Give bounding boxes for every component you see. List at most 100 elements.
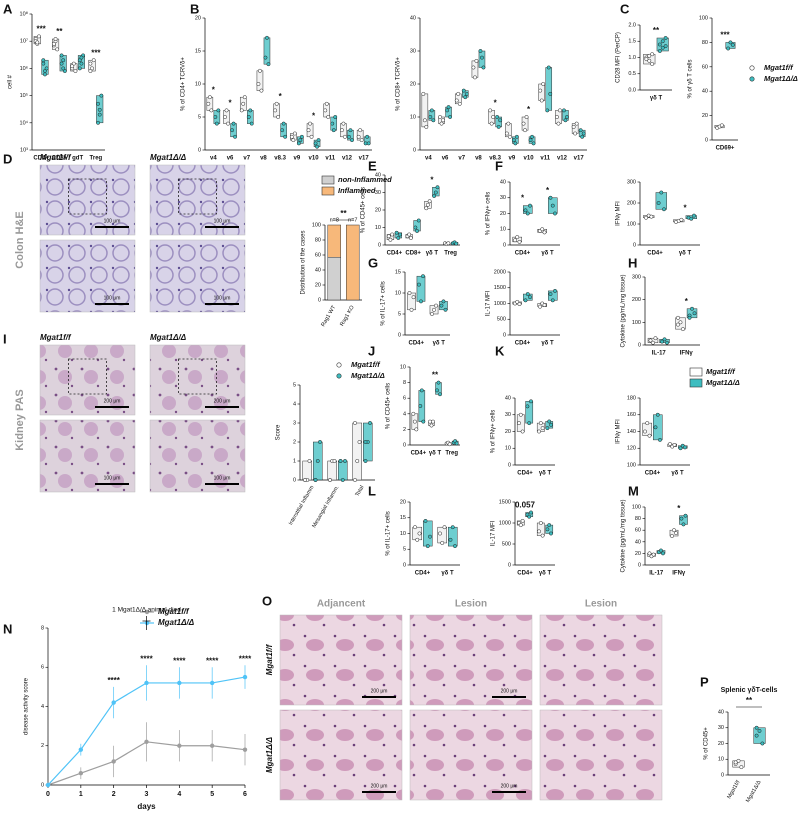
data-point (307, 459, 312, 463)
data-point (265, 35, 269, 40)
data-point (418, 404, 423, 408)
data-point (419, 388, 424, 393)
data-point (340, 478, 345, 482)
legend-swatch (336, 362, 342, 368)
data-point (315, 459, 320, 463)
legend-swatch (749, 65, 755, 71)
data-point (241, 101, 246, 106)
panel-letter: P (700, 674, 709, 689)
data-point (692, 311, 697, 316)
y-tick-label: 10 (500, 227, 506, 233)
data-point (230, 128, 235, 133)
x-tick-label: CD4+ (517, 471, 533, 477)
y-tick-label: 20 (375, 207, 381, 213)
y-tick-label: 6 (403, 396, 406, 402)
data-point (363, 459, 368, 463)
data-point (347, 134, 351, 139)
y-tick-label: 30 (718, 725, 724, 731)
scale-bar-label: 200 μm (371, 688, 388, 694)
y-axis-label: Cytokine (pg/mL/mg tissue) (621, 274, 627, 347)
y-tick-label: 1000 (499, 520, 511, 526)
data-point (239, 108, 244, 113)
y-tick-label: 10 (395, 290, 401, 296)
data-point (647, 53, 652, 58)
histology-image (279, 614, 403, 706)
data-point (421, 419, 426, 424)
data-point (289, 134, 294, 139)
panel-letter: B (190, 1, 199, 16)
data-point (525, 211, 530, 216)
data-point (730, 42, 735, 47)
range-bar (656, 37, 669, 52)
data-point (545, 426, 550, 431)
x-tick-label: Mesangial Inflamm. (311, 484, 340, 529)
data-point (760, 741, 765, 746)
data-point (417, 282, 421, 287)
data-point (338, 459, 343, 463)
y-tick-label: 10⁵ (20, 92, 28, 99)
y-axis-label: % of CD8+ TCRVδ+ (396, 57, 402, 111)
y-tick-label: 15 (395, 269, 401, 275)
data-point (480, 55, 484, 60)
y-tick-label: 20 (702, 113, 708, 119)
y-tick-label: 10⁸ (20, 10, 28, 17)
genotype-label: Mgat1Δ/Δ (150, 333, 187, 342)
x-tick-label: 2 (112, 791, 116, 798)
range-bar (338, 460, 348, 481)
data-point (650, 52, 655, 57)
range-bar (263, 37, 271, 65)
y-tick-label: 1500 (494, 285, 506, 291)
data-point (450, 525, 455, 530)
y-tick-label: 140 (627, 429, 636, 435)
data-point (514, 134, 519, 139)
data-point (528, 203, 532, 208)
y-tick-label: 0 (41, 782, 44, 788)
data-point (428, 115, 433, 119)
data-point (541, 82, 546, 86)
range-bar (545, 67, 553, 111)
data-point (424, 206, 429, 211)
histology-image (149, 344, 246, 416)
data-point (443, 307, 448, 312)
data-point (358, 128, 363, 133)
x-tick-label: v8 (475, 156, 482, 162)
x-tick-label: v8.3 (489, 156, 501, 162)
histology-image (39, 164, 136, 236)
data-point (88, 61, 93, 66)
bar-segment (327, 257, 341, 301)
data-point (249, 121, 254, 126)
panel-letter: L (368, 483, 376, 498)
data-point (428, 534, 432, 539)
data-point (333, 115, 338, 119)
x-tick-label: CD4+ (647, 251, 663, 257)
y-axis-label: % of CD45+ (704, 727, 710, 760)
data-point (144, 739, 149, 745)
scale-bar-label: 200 μm (501, 688, 518, 694)
data-point (676, 322, 680, 327)
y-tick-label: 10 (400, 364, 406, 370)
scale-bar-label: 200 μm (501, 783, 518, 789)
data-point (439, 303, 444, 308)
data-point (507, 134, 512, 139)
data-point (457, 101, 462, 106)
data-point (206, 101, 211, 106)
genotype-label: Mgat1f/f (40, 333, 72, 342)
y-tick-label: 0 (403, 562, 406, 568)
data-point (388, 237, 393, 242)
data-point (518, 412, 523, 417)
y-axis-label: Distribution of the cases (301, 230, 307, 294)
data-point (43, 72, 47, 77)
data-point (296, 141, 301, 146)
data-point (99, 93, 104, 98)
data-point (504, 131, 509, 136)
data-point (396, 236, 401, 240)
data-point (355, 459, 360, 463)
y-tick-label: 200 (632, 297, 641, 303)
data-point (659, 190, 664, 195)
data-point (313, 478, 318, 482)
inset-box (178, 358, 217, 395)
y-axis-label: % of IL-17+ cells (386, 511, 392, 556)
data-point (78, 747, 84, 752)
data-point (540, 426, 545, 431)
y-tick-label: 10 (410, 114, 416, 120)
